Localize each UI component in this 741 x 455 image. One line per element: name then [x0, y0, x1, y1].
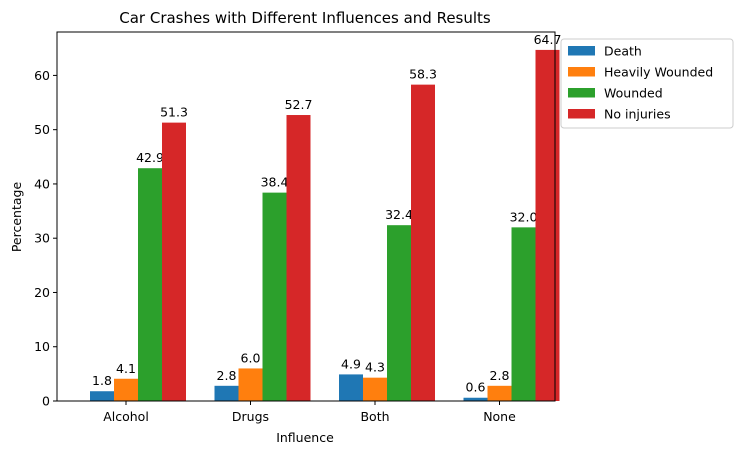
plot-area: 1.8 2.8 4.9 0.6 4.1 6.0 4.3 2.8 42.9 38.4 32.4 32.0… — [34, 31, 562, 424]
legend-entry-wounded: Wounded — [604, 86, 663, 101]
bar-death-drugs — [214, 385, 239, 401]
legend-swatch — [568, 67, 595, 77]
y-tick-label: 30 — [34, 231, 50, 246]
legend: Death Heavily Wounded Wounded No injuries — [560, 38, 734, 129]
y-tick-label: 40 — [34, 176, 50, 191]
chart-title: Car Crashes with Different Influences an… — [119, 9, 491, 27]
bar-heavily-wounded-drugs — [238, 368, 263, 401]
legend-entry-death: Death — [604, 44, 642, 59]
bar-no-injuries-drugs — [286, 115, 311, 402]
x-axis-label: Influence — [276, 430, 334, 445]
axes-frame — [56, 31, 556, 402]
bar-no-injuries-none — [535, 49, 560, 402]
data-label: 4.9 — [341, 356, 361, 371]
data-label: 4.1 — [116, 361, 136, 376]
y-tick-label: 10 — [34, 339, 50, 354]
x-tick-label: Drugs — [232, 409, 269, 424]
bar-heavily-wounded-none — [487, 385, 512, 401]
data-label: 51.3 — [160, 105, 188, 120]
legend-swatch — [568, 109, 595, 119]
data-label: 32.0 — [510, 209, 538, 224]
bar-death-both — [339, 374, 363, 401]
legend-entry-heavily-wounded: Heavily Wounded — [604, 65, 713, 80]
x-tick-label: Alcohol — [103, 409, 149, 424]
data-label: 58.3 — [409, 67, 437, 82]
bar-wounded-alcohol — [138, 168, 162, 401]
y-tick-label: 0 — [42, 394, 50, 409]
y-tick-label: 60 — [34, 68, 50, 83]
bar-no-injuries-alcohol — [162, 122, 186, 401]
x-tick-label: None — [483, 409, 516, 424]
data-label: 38.4 — [261, 175, 289, 190]
bar-death-none — [463, 397, 488, 401]
legend-swatch — [568, 46, 595, 56]
y-axis-label: Percentage — [9, 182, 24, 253]
bar-wounded-both — [387, 225, 411, 401]
x-tick-label: Both — [360, 409, 389, 424]
data-label: 32.4 — [385, 207, 413, 222]
bar-no-injuries-both — [411, 84, 435, 401]
data-label: 42.9 — [136, 150, 164, 165]
data-label: 2.8 — [217, 368, 237, 383]
y-tick-label: 20 — [34, 285, 50, 300]
data-label: 52.7 — [285, 97, 313, 112]
y-tick-label: 50 — [34, 122, 50, 137]
data-label: 0.6 — [466, 380, 486, 395]
data-label: 4.3 — [365, 360, 385, 375]
legend-entry-no-injuries: No injuries — [604, 107, 671, 122]
legend-box — [560, 38, 734, 129]
bar-death-alcohol — [90, 391, 114, 401]
bar-wounded-none — [511, 227, 536, 401]
data-label: 2.8 — [490, 368, 510, 383]
data-label: 6.0 — [241, 350, 261, 365]
data-label: 1.8 — [92, 373, 112, 388]
bar-heavily-wounded-both — [363, 377, 387, 401]
data-label: 64.7 — [534, 32, 562, 47]
legend-swatch — [568, 88, 595, 98]
bar-heavily-wounded-alcohol — [114, 378, 138, 401]
bar-wounded-drugs — [262, 192, 287, 401]
